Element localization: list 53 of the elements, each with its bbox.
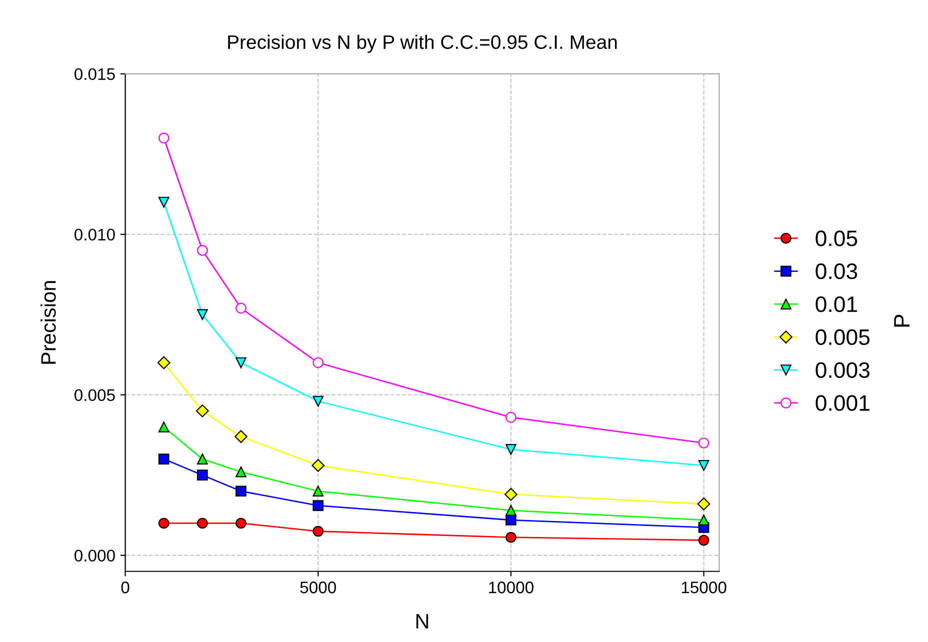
y-tick-label: 0.015 [74,68,115,80]
legend-title: P [894,314,910,327]
point [698,514,710,526]
x-tick-label: 5000 [300,582,336,594]
point [196,309,208,320]
legend-label: 0.05 [816,230,858,246]
legend-label: 0.03 [816,263,858,280]
point [196,404,209,418]
legend-label: 0.005 [816,329,870,346]
point [157,356,170,370]
point [196,470,208,480]
point [312,526,324,537]
point [158,196,170,208]
legend-label: 0.003 [816,362,870,378]
point [312,357,324,368]
point [697,498,710,510]
point [698,534,710,546]
y-tick-label: 0.000 [74,550,115,562]
point [312,396,324,407]
point [236,518,246,529]
point [158,454,170,464]
point [312,459,325,472]
point [196,518,208,529]
y-tick-label: 0.005 [74,389,115,402]
point [312,500,324,511]
x-axis-title: N [416,614,428,628]
point [236,466,246,478]
point [236,486,246,497]
point [698,460,710,471]
point [506,444,516,455]
x-tick-label: 15000 [682,582,726,594]
point [506,412,516,423]
point [506,514,516,526]
y-tick-label: 0.010 [74,228,115,241]
legend-label: 0.001 [816,395,870,411]
point [236,357,246,368]
point [158,132,170,144]
y-axis-title: Precision [40,281,56,364]
point [698,438,710,448]
point [196,244,208,256]
point [504,488,518,501]
point [158,422,170,432]
point [158,518,170,529]
chart-title: Precision vs N by P with C.C.=0.95 C.I. Mean [228,34,617,53]
x-tick-label: 10000 [489,582,534,594]
point [506,532,516,543]
legend-label: 0.01 [816,296,857,312]
point [196,454,208,464]
point [236,302,246,314]
x-tick-label: 0 [121,582,130,594]
point [312,486,324,497]
point [234,430,248,444]
point [506,504,516,516]
